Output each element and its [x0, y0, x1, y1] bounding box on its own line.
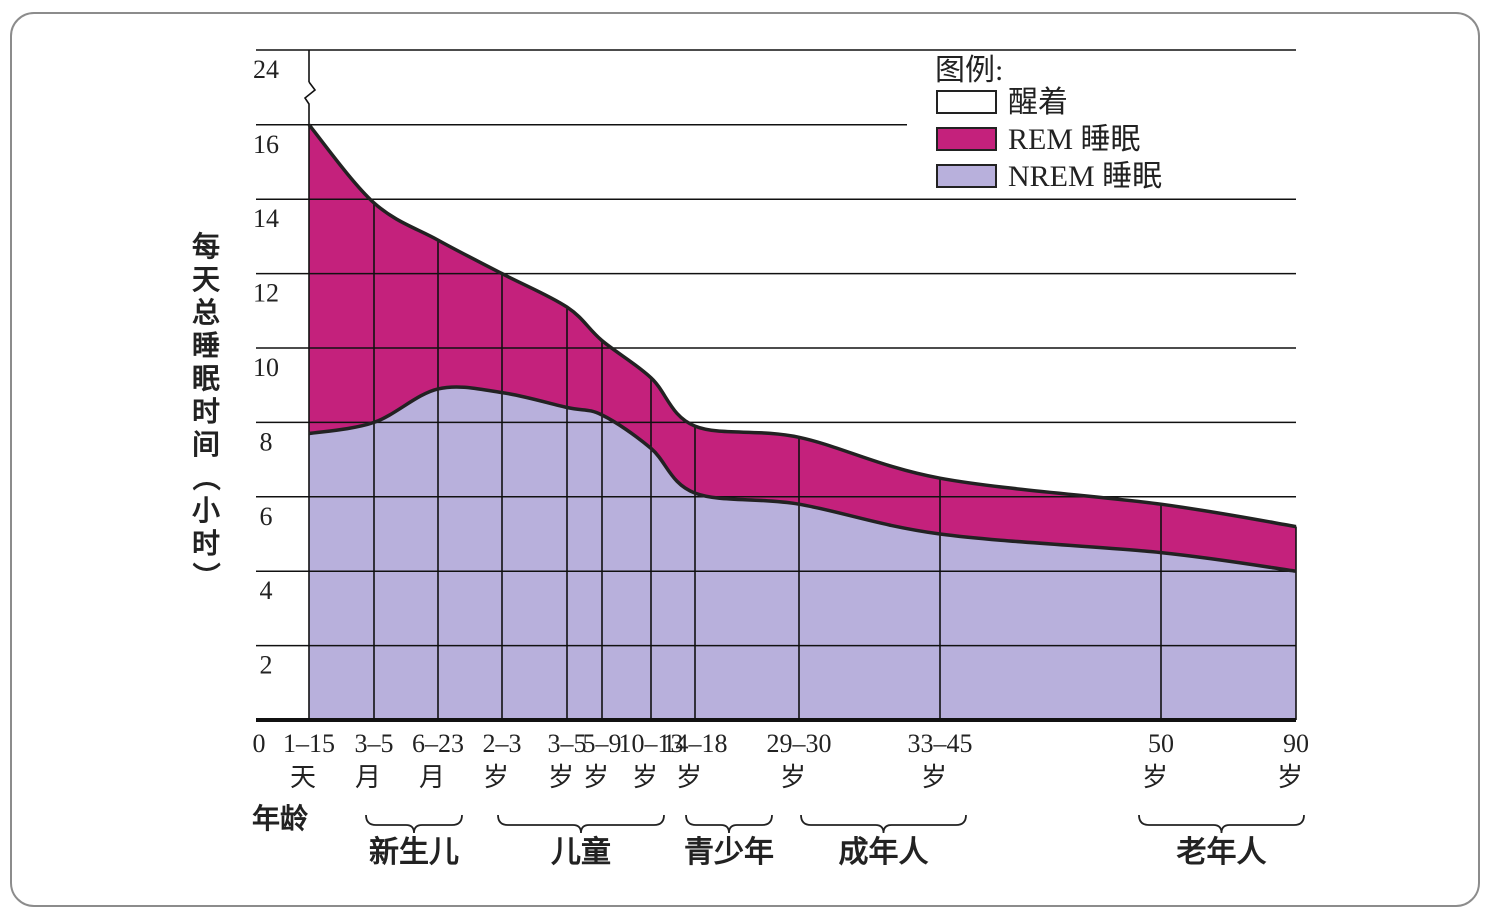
group-brace [1138, 814, 1305, 834]
x-tick-unit: 岁 [548, 763, 574, 792]
group-label: 青少年 [684, 835, 774, 870]
y-tick-label: 16 [253, 130, 279, 159]
group-brace [365, 814, 463, 834]
chart-grid [256, 49, 1296, 647]
y-tick-label: 12 [253, 279, 279, 308]
y-axis-label-char: 小 [192, 494, 220, 527]
y-tick-label: 8 [260, 427, 273, 456]
group-label: 老年人 [1177, 835, 1267, 870]
x-tick-label: 10–13 [619, 729, 684, 758]
x-tick-unit: 岁 [676, 763, 702, 792]
y-tick-label: 10 [253, 353, 279, 382]
x-tick-label: 3–5 [355, 729, 394, 758]
y-axis-label-char: 每 [192, 230, 220, 263]
legend-entry: REM 睡眠 [1008, 123, 1141, 156]
y-tick-label: 24 [253, 55, 279, 84]
y-axis-label-char: 时 [192, 395, 220, 428]
y-tick-label: 4 [260, 576, 273, 605]
x-tick-label: 6–23 [412, 729, 464, 758]
x-tick-unit: 岁 [483, 763, 509, 792]
legend-entry: 醒着 [1008, 86, 1068, 119]
y-axis-label-char: 睡 [192, 329, 220, 362]
y-tick-label: 14 [253, 204, 279, 233]
group-brace [497, 814, 665, 834]
legend-swatch [936, 90, 997, 114]
legend-swatch [936, 164, 997, 188]
group-label: 儿童 [551, 835, 611, 870]
chart-axis [256, 50, 1296, 722]
nrem-boundary-line [308, 385, 1297, 573]
x-origin-label: 0 [253, 729, 266, 758]
group-label: 新生儿 [369, 835, 459, 870]
x-tick-label: 90 [1283, 729, 1309, 758]
legend-title: 图例: [935, 54, 1003, 87]
y-axis-label-char: 间 [192, 428, 220, 461]
nrem-area [309, 386, 1296, 720]
x-tick-label: 14–18 [663, 729, 728, 758]
legend-entry: NREM 睡眠 [1008, 160, 1162, 193]
axis-break-mark [303, 81, 317, 125]
x-tick-label: 50 [1148, 729, 1174, 758]
group-brace [685, 814, 773, 834]
x-tick-unit: 岁 [1277, 763, 1303, 792]
x-tick-unit: 岁 [780, 763, 806, 792]
y-axis-label-char: 眠 [192, 362, 220, 395]
legend: 图例:醒着 REM 睡眠 NREM 睡眠 [935, 54, 1162, 193]
x-tick-label: 3–5 [548, 729, 587, 758]
x-tick-label: 1–15 [283, 729, 335, 758]
x-tick-unit: 岁 [1142, 763, 1168, 792]
x-tick-unit: 月 [419, 763, 445, 792]
x-tick-unit: 岁 [583, 763, 609, 792]
y-axis-label-char: ） [189, 562, 222, 590]
x-tick-unit: 月 [355, 763, 381, 792]
y-axis-label-char: 天 [192, 263, 220, 296]
x-tick-unit: 天 [290, 763, 316, 792]
x-axis-label: 年龄 [252, 802, 309, 835]
y-tick-label: 2 [260, 651, 273, 680]
x-tick-label: 2–3 [483, 729, 522, 758]
x-tick-label: 5–9 [583, 729, 622, 758]
x-tick-labels: 1–15天3–5月6–23月2–3岁3–5岁5–9岁10–13岁14–18岁29… [283, 729, 1309, 792]
y-tick-label: 6 [260, 502, 273, 531]
x-tick-label: 33–45 [908, 729, 973, 758]
series-boundaries [307, 123, 1297, 573]
group-label: 成年人 [839, 835, 929, 870]
x-tick-label: 29–30 [767, 729, 832, 758]
x-tick-unit: 岁 [921, 763, 947, 792]
group-brace [800, 814, 967, 834]
y-axis-label-char: （ [189, 463, 222, 491]
x-tick-unit: 岁 [632, 763, 658, 792]
legend-swatch [936, 127, 997, 151]
y-axis-label-char: 时 [192, 527, 220, 560]
y-axis-label-char: 总 [192, 296, 220, 329]
total-sleep-line [307, 123, 1297, 529]
category-lines [308, 124, 1297, 720]
